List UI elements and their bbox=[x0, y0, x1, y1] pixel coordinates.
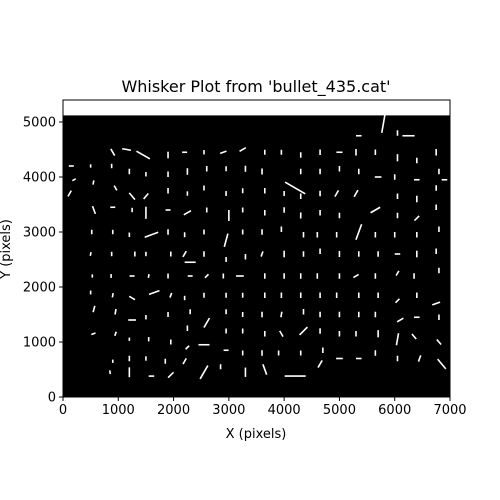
whisker bbox=[380, 111, 387, 133]
x-tick-label: 2000 bbox=[157, 403, 190, 418]
whisker bbox=[370, 206, 381, 214]
whisker bbox=[182, 250, 187, 258]
whisker bbox=[260, 251, 264, 257]
whisker bbox=[436, 338, 442, 346]
whisker bbox=[317, 360, 323, 368]
whisker bbox=[92, 305, 96, 313]
whisker bbox=[144, 231, 159, 238]
whisker bbox=[91, 332, 96, 336]
whisker bbox=[199, 365, 209, 380]
x-tick-label: 5000 bbox=[323, 403, 356, 418]
whisker bbox=[92, 180, 95, 185]
whisker bbox=[71, 178, 77, 182]
x-axis-ticks: 0 1000 2000 3000 4000 5000 6000 7000 bbox=[59, 397, 467, 418]
whisker bbox=[136, 150, 151, 160]
whisker bbox=[299, 326, 308, 336]
whisker bbox=[279, 330, 284, 338]
whisker bbox=[395, 270, 400, 277]
whisker bbox=[185, 345, 190, 350]
whisker bbox=[432, 301, 441, 306]
y-tick-label: 1000 bbox=[23, 336, 56, 351]
whisker bbox=[183, 209, 192, 216]
whisker bbox=[122, 147, 132, 152]
whisker bbox=[182, 357, 187, 365]
whisker bbox=[113, 185, 118, 191]
y-tick-label: 3000 bbox=[23, 226, 56, 241]
y-axis-ticks: 0 1000 2000 3000 4000 5000 bbox=[23, 116, 63, 406]
whisker bbox=[91, 205, 97, 215]
x-tick-label: 1000 bbox=[102, 403, 135, 418]
y-tick-label: 2000 bbox=[23, 281, 56, 296]
whisker bbox=[143, 192, 149, 200]
whisker bbox=[353, 189, 359, 198]
x-tick-label: 0 bbox=[59, 403, 67, 418]
x-axis-label: X (pixels) bbox=[226, 427, 287, 442]
x-tick-label: 4000 bbox=[268, 403, 301, 418]
whisker bbox=[219, 150, 227, 155]
x-tick-label: 7000 bbox=[433, 403, 466, 418]
whisker bbox=[147, 273, 150, 279]
whisker bbox=[280, 311, 283, 318]
whisker-group bbox=[67, 111, 448, 380]
whisker bbox=[352, 273, 360, 279]
whisker bbox=[395, 333, 400, 346]
whisker bbox=[169, 292, 173, 298]
whisker bbox=[111, 292, 114, 298]
whisker bbox=[114, 331, 118, 337]
whisker bbox=[110, 148, 116, 156]
whisker bbox=[396, 317, 404, 323]
whisker bbox=[114, 308, 117, 315]
whisker bbox=[67, 190, 72, 197]
whisker bbox=[148, 289, 160, 296]
whisker bbox=[239, 147, 247, 152]
whisker bbox=[89, 251, 92, 257]
y-tick-label: 0 bbox=[48, 391, 56, 406]
whisker bbox=[394, 298, 400, 304]
whisker bbox=[413, 215, 420, 222]
chart-title: Whisker Plot from 'bullet_435.cat' bbox=[121, 77, 390, 97]
y-axis-label: Y (pixels) bbox=[0, 219, 14, 280]
whisker bbox=[128, 192, 136, 201]
whisker bbox=[262, 364, 268, 375]
data-region bbox=[63, 115, 450, 398]
whisker bbox=[204, 273, 210, 279]
whisker bbox=[437, 358, 447, 370]
whisker bbox=[334, 189, 340, 198]
whisker bbox=[411, 333, 417, 340]
x-tick-label: 3000 bbox=[212, 403, 245, 418]
whisker bbox=[284, 181, 306, 195]
whisker bbox=[417, 355, 422, 362]
whisker bbox=[203, 317, 211, 328]
whisker bbox=[108, 370, 112, 375]
x-tick-label: 6000 bbox=[378, 403, 411, 418]
whisker bbox=[223, 233, 229, 248]
y-tick-label: 5000 bbox=[23, 116, 56, 131]
whisker bbox=[167, 371, 175, 379]
whisker bbox=[128, 295, 136, 301]
y-tick-label: 4000 bbox=[23, 171, 56, 186]
whisker bbox=[355, 223, 363, 241]
